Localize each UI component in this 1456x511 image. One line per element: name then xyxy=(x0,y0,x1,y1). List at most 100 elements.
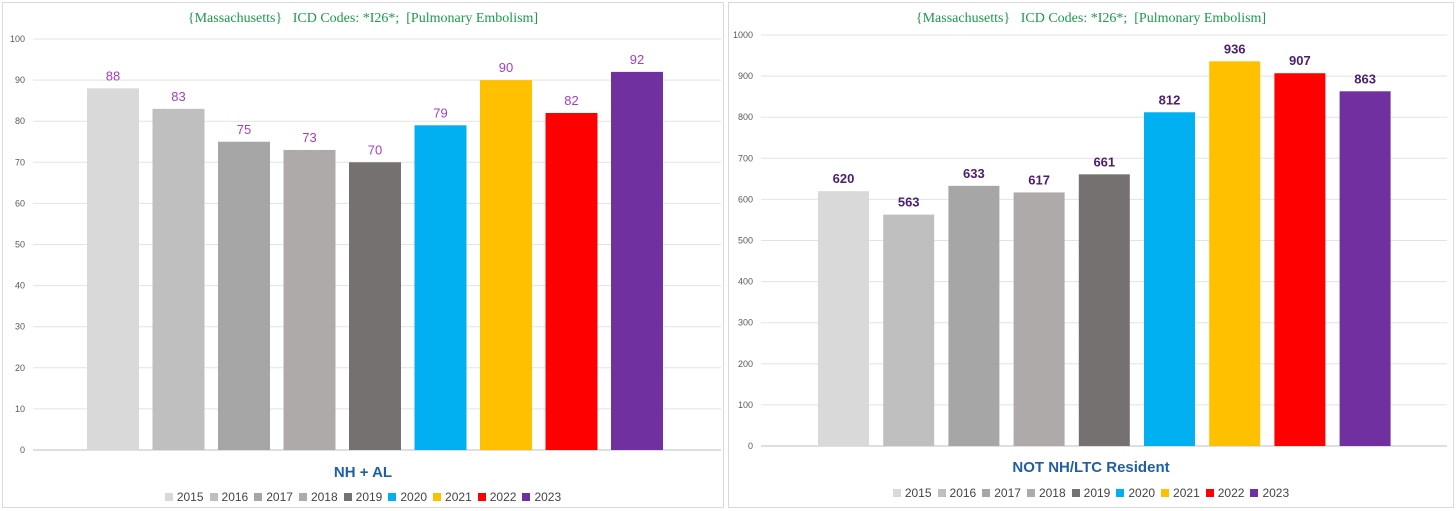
legend-swatch xyxy=(937,489,946,497)
y-tick-label: 0 xyxy=(20,445,25,455)
data-label-2016: 563 xyxy=(898,195,920,210)
y-tick-label: 700 xyxy=(738,153,753,163)
y-tick-label: 800 xyxy=(738,112,753,122)
legend-item-2016: 2016 xyxy=(209,490,249,504)
y-tick-label: 0 xyxy=(748,441,753,451)
legend-item-2021: 2021 xyxy=(1161,486,1200,500)
legend-swatch xyxy=(477,493,486,501)
data-label-2023: 863 xyxy=(1354,71,1376,86)
legend-swatch xyxy=(254,493,263,501)
legend-swatch xyxy=(298,493,307,501)
legend-item-2018: 2018 xyxy=(298,490,338,504)
bar-2022 xyxy=(1274,73,1326,447)
data-label-2023: 92 xyxy=(630,52,644,67)
y-tick-label: 20 xyxy=(15,363,25,373)
bar-2017 xyxy=(948,185,1000,446)
bar-2020 xyxy=(414,125,467,450)
chart-not-nh-ltc: 0 100 200 300 400 500 600 700 800 900 1000 620 563 63… xyxy=(733,30,1447,451)
legend-item-2023: 2023 xyxy=(1250,486,1289,500)
legend-label: 2015 xyxy=(904,486,932,500)
y-tick-label: 30 xyxy=(15,322,25,332)
legend-item-2020: 2020 xyxy=(388,490,427,504)
y-tick-label: 1000 xyxy=(733,30,753,40)
legend-swatch xyxy=(1026,489,1035,497)
bar-2017 xyxy=(218,141,270,450)
data-label-2020: 79 xyxy=(433,105,447,120)
y-tick-label: 10 xyxy=(15,404,25,414)
chart-subtitle: NOT NH/LTC Resident xyxy=(1012,459,1170,476)
legend-label: 2019 xyxy=(1083,486,1111,500)
legend-item-2019: 2019 xyxy=(1071,486,1111,500)
y-tick-label: 300 xyxy=(738,318,753,328)
legend-label: 2023 xyxy=(1262,486,1290,500)
y-tick-label: 70 xyxy=(15,157,25,167)
legend-label: 2017 xyxy=(266,490,293,504)
legend-label: 2021 xyxy=(445,490,472,504)
legend-item-2016: 2016 xyxy=(937,486,977,500)
legend-label: 2018 xyxy=(310,490,338,504)
bar-2018 xyxy=(1013,192,1065,446)
legend-item-2023: 2023 xyxy=(522,490,561,504)
data-label-2020: 812 xyxy=(1159,92,1181,107)
bar-2020 xyxy=(1144,112,1195,446)
bar-2016 xyxy=(883,214,935,446)
data-label-2019: 70 xyxy=(368,142,382,157)
legend-item-2015: 2015 xyxy=(164,490,204,504)
data-label-2022: 82 xyxy=(564,93,578,108)
legend-item-2020: 2020 xyxy=(1116,486,1155,500)
legend-item-2019: 2019 xyxy=(343,490,383,504)
chart-subtitle: NH + AL xyxy=(333,464,393,481)
bar-2021 xyxy=(1209,61,1261,446)
bar-2019 xyxy=(349,162,401,451)
bar-2018 xyxy=(283,149,336,450)
legend-label: 2019 xyxy=(355,490,383,504)
legend-swatch xyxy=(1250,489,1259,497)
legend-item-2017: 2017 xyxy=(254,490,293,504)
legend-swatch xyxy=(343,493,352,501)
legend-label: 2020 xyxy=(1128,486,1156,500)
bar-2019 xyxy=(1078,174,1130,447)
legend-swatch xyxy=(1205,489,1214,497)
legend-label: 2018 xyxy=(1038,486,1066,500)
y-tick-label: 40 xyxy=(15,281,25,291)
bar-2023 xyxy=(1339,91,1391,446)
y-tick-label: 900 xyxy=(738,71,753,81)
data-label-2021: 936 xyxy=(1224,41,1246,56)
bar-2021 xyxy=(480,80,532,450)
legend-item-2021: 2021 xyxy=(433,490,472,504)
legend-swatch xyxy=(1071,489,1080,497)
legend-item-2018: 2018 xyxy=(1026,486,1066,500)
data-label-2016: 83 xyxy=(171,89,185,104)
y-tick-label: 90 xyxy=(15,75,25,85)
bar-2015 xyxy=(87,88,139,450)
legend-item-2015: 2015 xyxy=(892,486,932,500)
legend-label: 2022 xyxy=(1217,486,1245,500)
legend-swatch xyxy=(1116,489,1125,497)
data-label-2022: 907 xyxy=(1289,53,1311,68)
legend-label: 2016 xyxy=(949,486,977,500)
legend-swatch xyxy=(522,493,531,501)
bar-2022 xyxy=(545,112,598,450)
data-label-2018: 617 xyxy=(1028,172,1050,187)
chart-panel-nh-al: 0 10 20 30 40 50 60 70 80 90 100 88 83 75 73 70 79 90 82 92… xyxy=(2,2,724,508)
y-tick-label: 100 xyxy=(10,34,25,44)
legend-label: 2021 xyxy=(1173,486,1200,500)
y-tick-label: 80 xyxy=(15,116,25,126)
bar-2023 xyxy=(611,71,663,450)
legend-label: 2015 xyxy=(176,490,204,504)
chart-panel-not-nh-ltc: 0 100 200 300 400 500 600 700 800 900 1000 620 563 63… xyxy=(728,2,1454,508)
chart-title: {Massachusetts} ICD Codes: *I26*; [Pulmo… xyxy=(915,11,1267,26)
data-label-2015: 620 xyxy=(833,171,855,186)
y-tick-label: 200 xyxy=(738,359,753,369)
y-tick-label: 500 xyxy=(738,236,753,246)
chart-legend: 2015 2016 2017 2018 2019 2020 2021 2022 2023 xyxy=(729,486,1453,500)
legend-item-2022: 2022 xyxy=(1205,486,1245,500)
y-tick-label: 60 xyxy=(15,198,25,208)
legend-swatch xyxy=(892,489,901,497)
data-label-2019: 661 xyxy=(1093,154,1115,169)
legend-item-2017: 2017 xyxy=(982,486,1021,500)
y-tick-label: 100 xyxy=(738,400,753,410)
data-label-2015: 88 xyxy=(106,68,120,83)
legend-swatch xyxy=(388,493,397,501)
legend-label: 2016 xyxy=(221,490,249,504)
